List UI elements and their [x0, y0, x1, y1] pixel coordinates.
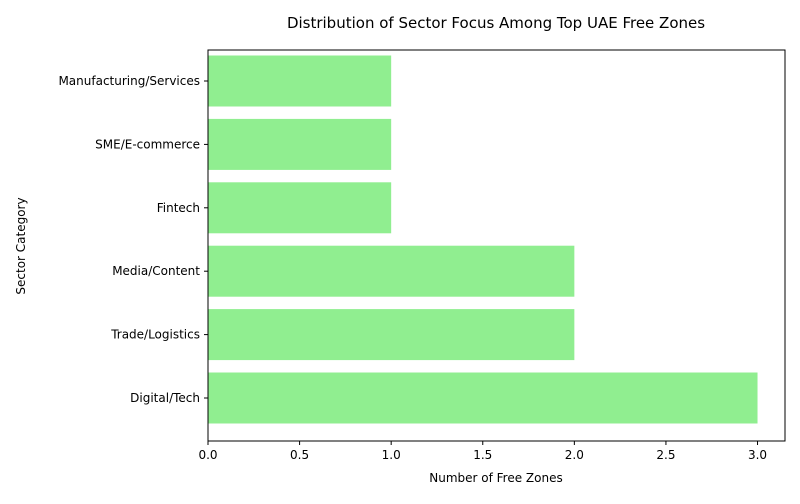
- bar: [208, 309, 575, 361]
- y-tick-label: Fintech: [157, 201, 200, 215]
- x-tick-label: 0.0: [198, 448, 217, 462]
- y-tick-label: Media/Content: [112, 264, 200, 278]
- y-tick-label: Manufacturing/Services: [58, 74, 200, 88]
- bar: [208, 245, 575, 297]
- x-tick-label: 0.5: [290, 448, 309, 462]
- x-tick-label: 3.0: [748, 448, 767, 462]
- bars-group: [208, 55, 758, 424]
- bar: [208, 182, 392, 234]
- x-tick-label: 2.5: [656, 448, 675, 462]
- y-tick-label: Digital/Tech: [130, 391, 200, 405]
- chart-title: Distribution of Sector Focus Among Top U…: [287, 14, 705, 32]
- x-tick-label: 1.5: [473, 448, 492, 462]
- plot-frame: [207, 49, 786, 442]
- y-tick-label: SME/E-commerce: [95, 137, 200, 151]
- x-axis-label: Number of Free Zones: [429, 471, 562, 485]
- x-axis-ticks: 0.0 0.5 1.0 1.5 2.0 2.5 3.0: [198, 441, 767, 462]
- x-tick-label: 2.0: [565, 448, 584, 462]
- y-tick-label: Trade/Logistics: [110, 328, 200, 342]
- bar: [208, 372, 758, 424]
- bar: [208, 55, 392, 107]
- bar: [208, 118, 392, 170]
- y-axis-ticks: Digital/Tech Trade/Logistics Media/Content…: [58, 74, 208, 405]
- x-tick-label: 1.0: [382, 448, 401, 462]
- y-axis-label: Sector Category: [14, 197, 28, 294]
